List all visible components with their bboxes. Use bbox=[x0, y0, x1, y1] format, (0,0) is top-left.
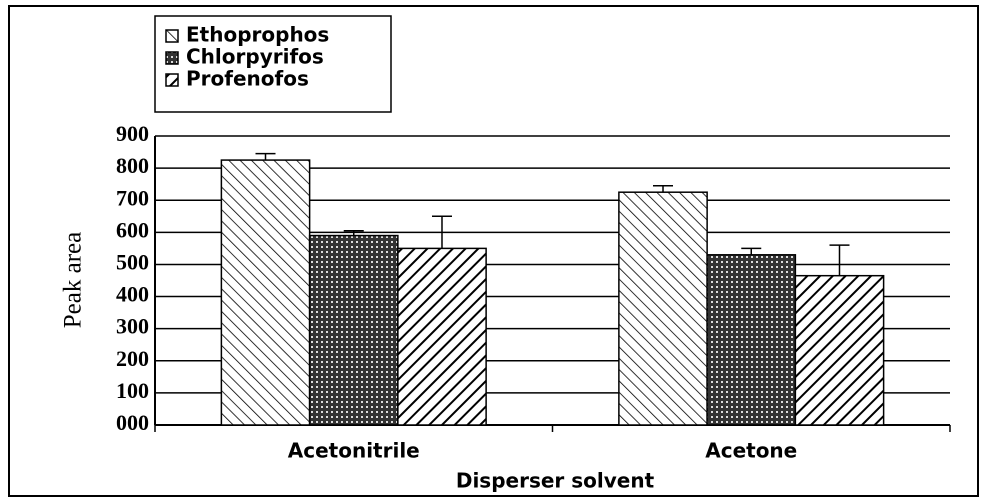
x-tick-label: Acetonitrile bbox=[288, 439, 420, 463]
legend-swatch bbox=[165, 73, 179, 87]
x-axis-label: Disperser solvent bbox=[456, 469, 655, 493]
bar bbox=[794, 274, 885, 426]
legend-label: Ethoprophos bbox=[186, 23, 329, 47]
legend-swatch bbox=[165, 51, 179, 65]
y-axis-label: Peak area bbox=[60, 232, 87, 328]
y-tick-label: 600 bbox=[116, 217, 149, 242]
y-tick-label: 500 bbox=[116, 249, 149, 274]
y-tick-label: 300 bbox=[116, 314, 149, 339]
y-tick-label: 000 bbox=[116, 410, 149, 435]
legend-box bbox=[154, 15, 392, 113]
legend-label: Chlorpyrifos bbox=[186, 45, 324, 69]
y-tick-label: 400 bbox=[116, 282, 149, 307]
y-tick-label: 100 bbox=[116, 378, 149, 403]
frame bbox=[8, 5, 979, 497]
bar bbox=[618, 191, 708, 426]
bar bbox=[308, 234, 399, 426]
y-tick-label: 700 bbox=[116, 185, 149, 210]
legend-label: Profenofos bbox=[186, 67, 309, 91]
y-tick-label: 900 bbox=[116, 121, 149, 146]
legend-swatch bbox=[165, 29, 179, 43]
bar bbox=[397, 247, 487, 426]
y-tick-label: 200 bbox=[116, 346, 149, 371]
y-tick-label: 800 bbox=[116, 153, 149, 178]
bar bbox=[706, 254, 797, 426]
bar bbox=[220, 159, 311, 426]
x-tick-label: Acetone bbox=[705, 439, 797, 463]
